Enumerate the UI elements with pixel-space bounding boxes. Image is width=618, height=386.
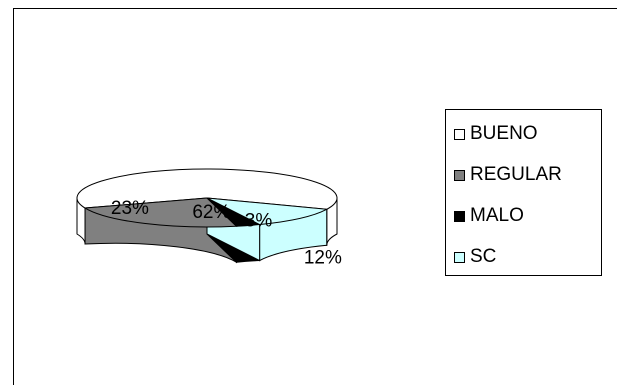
pie-slice-sc	[206, 197, 329, 226]
legend-item-regular: REGULAR	[454, 164, 562, 186]
data-label-malo: 3%	[245, 210, 273, 231]
legend-item-bueno: BUENO	[454, 123, 538, 145]
legend-swatch-regular	[454, 169, 465, 181]
legend-swatch-sc	[454, 251, 465, 263]
legend-label-bueno: BUENO	[470, 123, 538, 144]
pie-top	[76, 168, 338, 228]
pie-labels: 62% 23% 3% 12%	[111, 198, 342, 269]
pie-slice-regular	[83, 197, 238, 228]
legend: BUENO REGULAR MALO SC	[445, 109, 602, 276]
data-label-regular: 23%	[111, 198, 149, 219]
legend-label-regular: REGULAR	[470, 164, 562, 185]
legend-label-sc: SC	[470, 246, 497, 267]
pie-slice-bueno	[76, 168, 338, 210]
data-label-bueno: 62%	[192, 202, 230, 223]
legend-swatch-bueno	[454, 128, 465, 140]
legend-label-malo: MALO	[470, 205, 524, 226]
chart-area	[13, 8, 617, 385]
legend-swatch-malo	[454, 210, 465, 222]
legend-item-sc: SC	[454, 246, 496, 268]
legend-item-malo: MALO	[454, 205, 524, 227]
data-label-sc: 12%	[304, 247, 342, 268]
